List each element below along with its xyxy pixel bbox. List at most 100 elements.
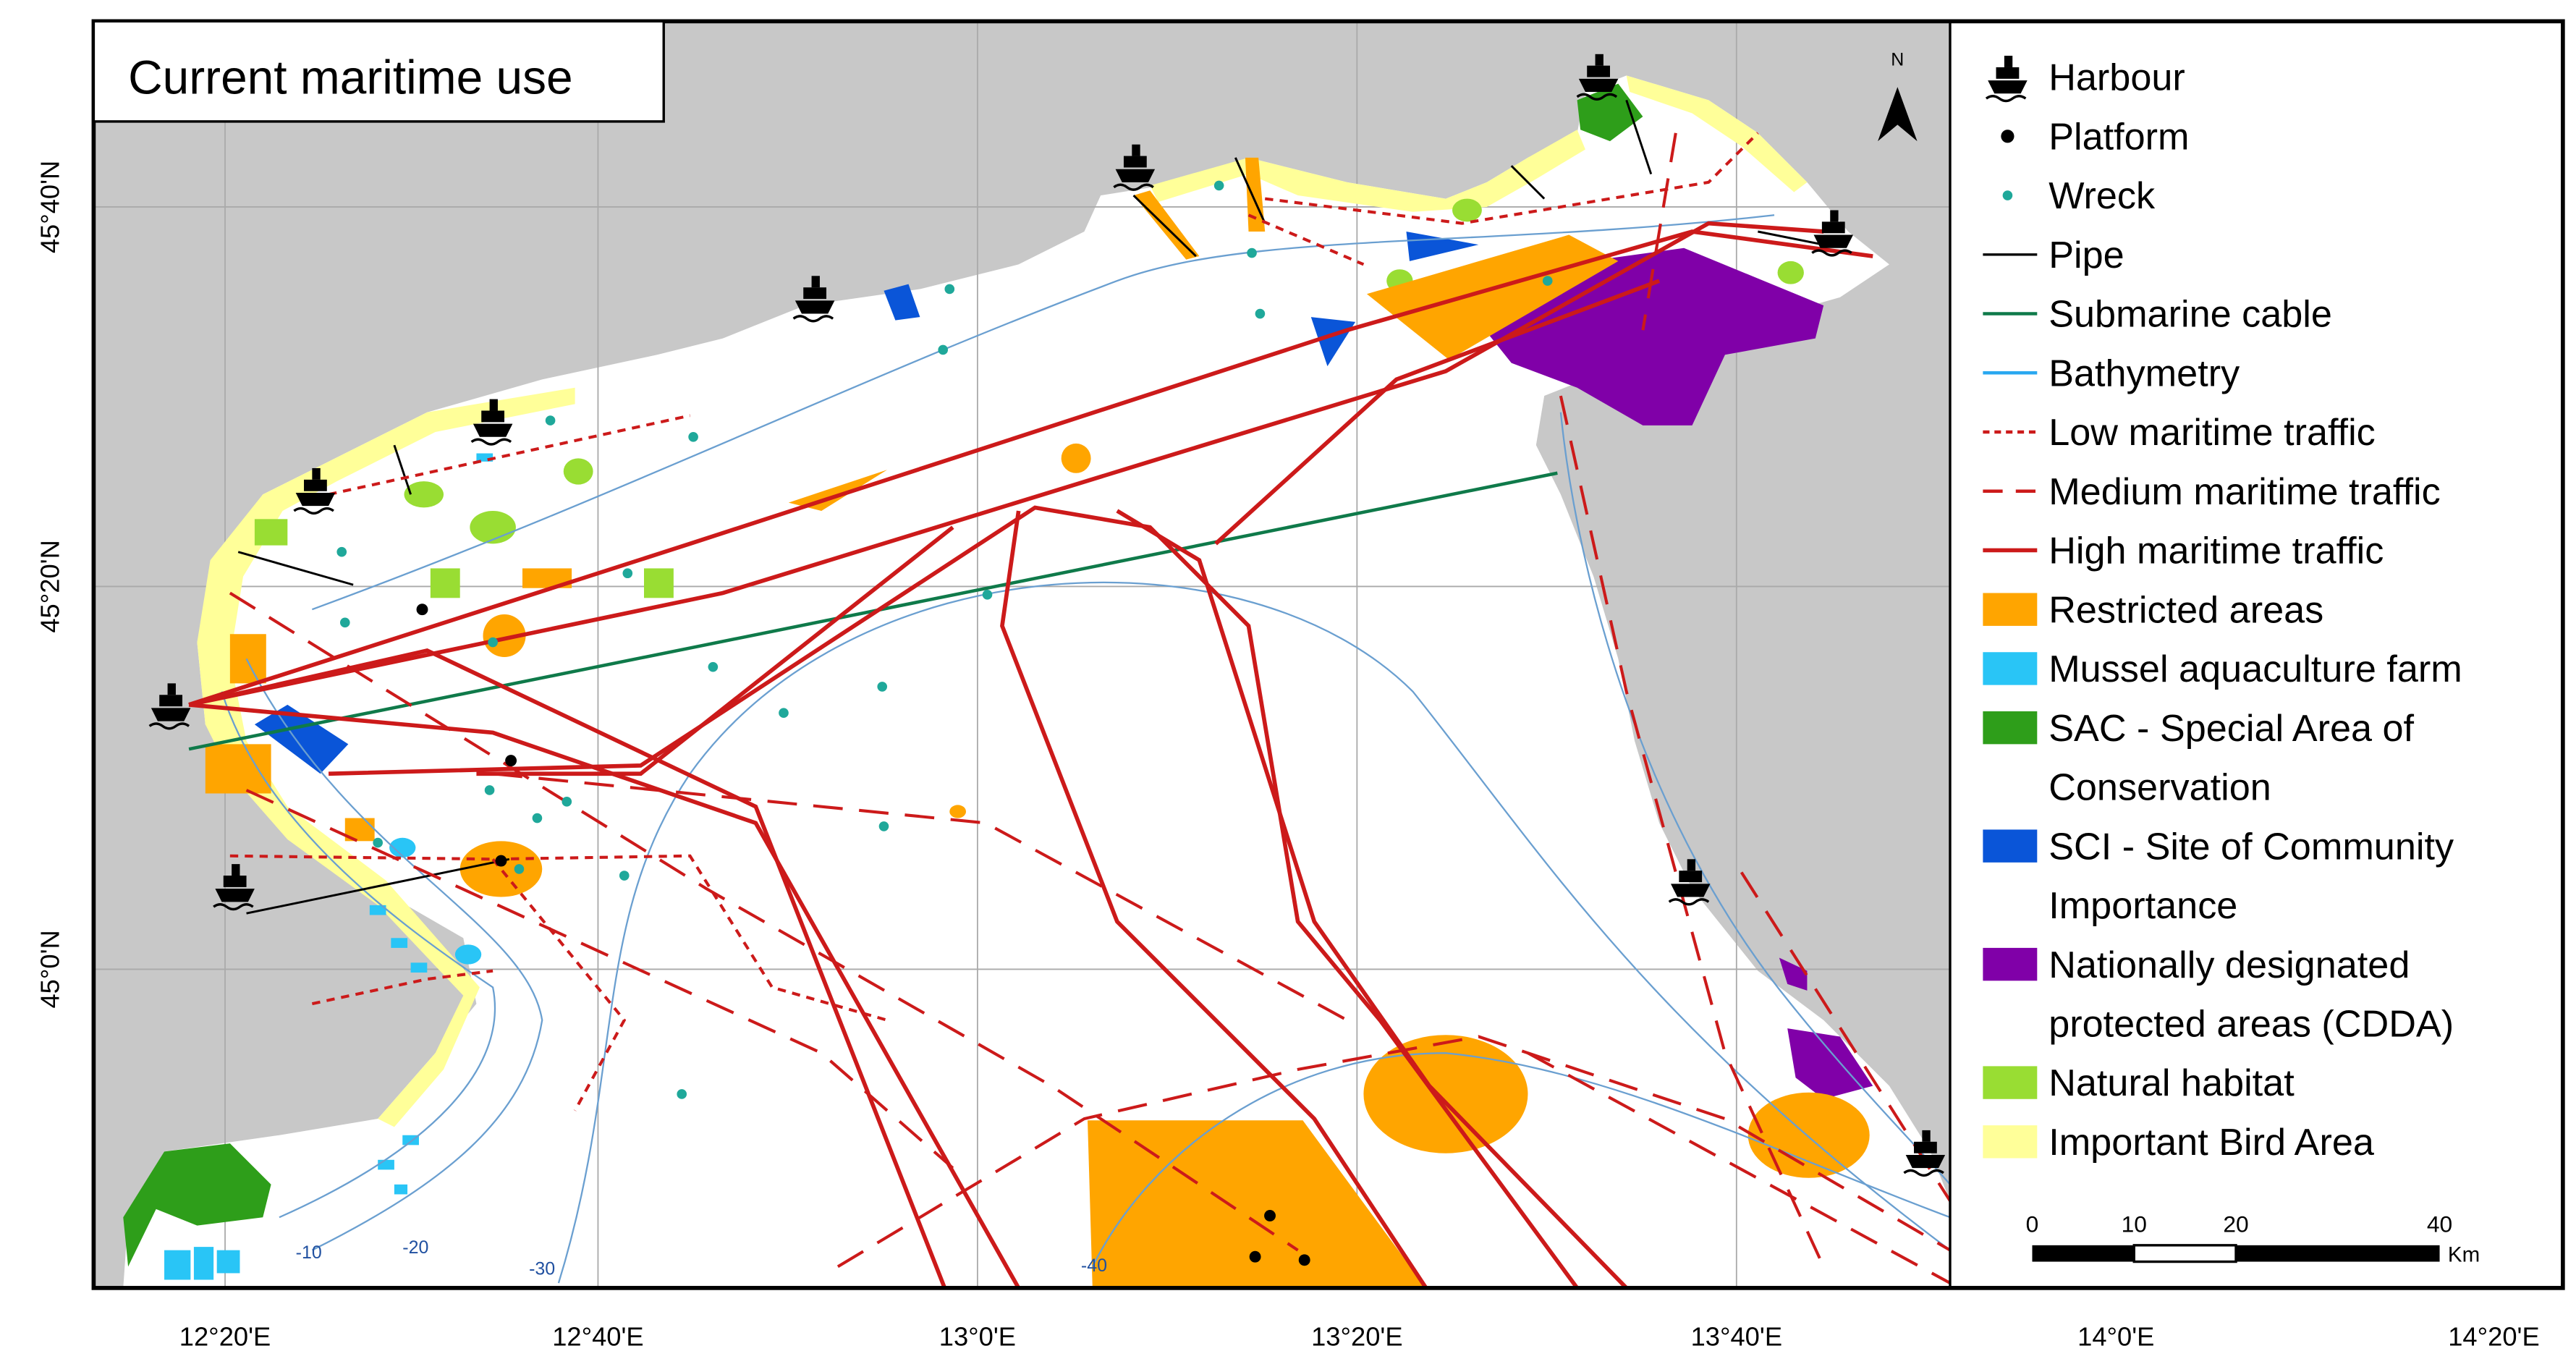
harbour-stack [312,467,321,480]
restricted-areas-part [459,841,543,897]
natural-habitat-part [404,481,444,508]
latitude-label: 45°0'N [35,930,65,1008]
restricted-areas-part [949,805,966,818]
scale-label: 0 [2026,1211,2039,1237]
harbour-water [1811,249,1852,257]
cdda-protected-area-part [1787,1028,1873,1099]
high-traffic [188,221,1873,1290]
longitude-label: 12°40'E [552,1321,643,1351]
legend-item: Low maritime traffic [1983,412,2376,454]
legend-symbol [1983,1125,2038,1159]
wrecks-part [779,708,789,719]
north-label: N [1891,50,1904,70]
legend-label: Mussel aquaculture farm [2048,648,2462,690]
longitude-label: 14°0'E [2077,1321,2154,1351]
legend-item: Medium maritime traffic [1983,471,2441,513]
scale-label: 10 [2122,1211,2147,1237]
harbour-hull [473,423,513,437]
legend-symbol [1983,711,2038,745]
legend-label: Important Bird Area [2048,1122,2375,1164]
longitude-label: 13°40'E [1691,1321,1782,1351]
platforms [416,604,1310,1266]
legend-label: Importance [2048,885,2237,927]
restricted-areas-part [1061,443,1091,473]
harbour-stack [232,864,240,876]
natural-habitat-part [430,568,460,598]
wrecks-part [488,637,498,648]
longitude-label: 13°20'E [1311,1321,1402,1351]
mussel-farms-part [378,1159,394,1170]
legend-symbol [2001,130,2014,143]
map-title: Current maritime use [128,50,573,103]
harbour-icon [148,683,191,730]
restricted-areas-part [1747,1092,1870,1178]
harbour-icon [1113,144,1156,191]
legend-symbol [1983,652,2038,685]
wrecks-part [622,568,633,579]
harbour-water [792,315,834,323]
harbour-icon [1576,54,1619,101]
legend-label: SCI - Site of Community [2048,826,2454,868]
scale-label: 40 [2427,1211,2452,1237]
harbour-water [1985,94,2027,103]
legend-symbol [1983,1066,2038,1099]
legend: Harbour Platform Wreck Pipe Submarine cable B… [1983,56,2462,1164]
harbour-water [213,903,254,911]
legend-label: Platform [2048,116,2189,158]
legend-label: Submarine cable [2048,294,2332,336]
sci-area-part [254,704,349,774]
low-traffic-part [229,854,888,1022]
harbour-hull [795,300,835,314]
natural-habitat-part [1777,261,1804,284]
harbour-water [470,438,512,446]
pipes-part [246,858,510,915]
legend-label: protected areas (CDDA) [2048,1004,2454,1046]
wrecks-part [514,864,525,874]
map-area [93,21,1952,1290]
latitude-label: 45°20'N [35,540,65,632]
mussel-farms [164,453,493,1280]
bathymetry-part [1559,412,1951,1185]
harbour-icon [1903,1130,1946,1177]
wrecks-part [677,1089,687,1099]
legend-item: Restricted areas [1983,589,2323,631]
restricted-areas-part [1088,1120,1426,1288]
harbour-cabin [1821,221,1845,234]
restricted-areas-part [229,634,266,684]
platforms-part [1249,1250,1261,1263]
harbour-hull [295,492,336,507]
sac-area-part [123,1143,271,1267]
sci-area-part [884,284,920,321]
harbour-hull [1988,80,2028,94]
harbour-cabin [1679,871,1703,883]
legend-symbol [2002,190,2013,200]
sea [123,75,1950,1288]
important-bird-area-part [1626,75,1808,192]
harbour-water [1668,898,1710,906]
harbour-stack [1830,210,1839,222]
harbour-hull [1578,78,1619,93]
wrecks-part [708,661,719,672]
natural-habitat [254,198,1804,598]
harbour-icon [1668,859,1711,906]
pipes [237,99,1824,915]
harbour-cabin [223,876,247,887]
bathymetry-part [557,581,1951,1284]
wrecks-part [688,431,698,442]
mussel-farms-part [410,962,428,973]
harbour-cabin [1996,67,2020,79]
legend-label: Pipe [2048,234,2124,276]
mussel-farms-part [216,1250,240,1274]
high-traffic-part [188,229,1873,707]
legend-item: High maritime traffic [1983,530,2384,572]
platforms-part [1298,1254,1310,1266]
high-traffic-part [476,525,954,776]
legend-item: Submarine cable [1983,294,2332,336]
depth-label: -30 [529,1259,555,1279]
legend-label: Wreck [2048,175,2156,217]
title-box [92,20,665,123]
bathymetry-part [221,691,496,1219]
restricted-areas-part [1366,234,1619,360]
legend-item: Pipe [1983,234,2124,276]
